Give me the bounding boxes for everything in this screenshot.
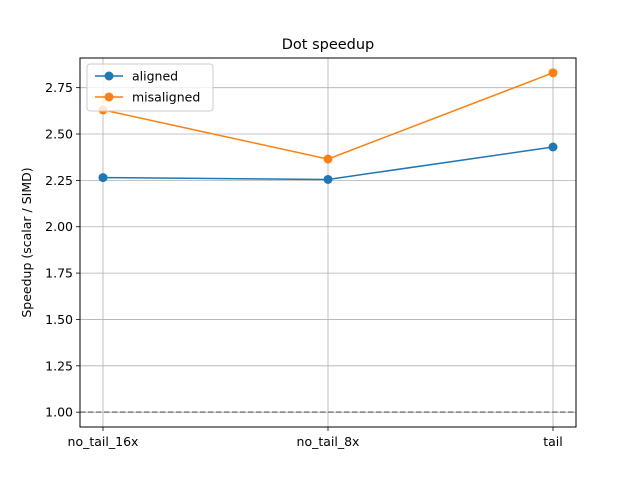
data-point — [323, 174, 333, 184]
legend-swatch-marker — [104, 71, 114, 81]
y-tick-label: 2.25 — [45, 173, 73, 188]
data-point — [548, 142, 558, 152]
y-tick-label: 2.50 — [45, 127, 73, 142]
legend: aligned misaligned — [86, 63, 214, 112]
y-axis: 1.00 1.25 1.50 1.75 2.00 2.25 2.50 2.75 — [45, 80, 80, 420]
x-tick-label: no_tail_16x — [68, 434, 139, 449]
legend-label: misaligned — [132, 90, 200, 105]
series-aligned — [98, 142, 558, 184]
data-point — [98, 173, 108, 183]
y-tick-label: 1.75 — [45, 266, 73, 281]
chart-title: Dot speedup — [282, 37, 375, 53]
y-tick-label: 1.00 — [45, 405, 73, 420]
y-tick-label: 2.75 — [45, 80, 73, 95]
y-axis-label: Speedup (scalar / SIMD) — [19, 167, 34, 317]
x-tick-label: no_tail_8x — [297, 434, 360, 449]
x-axis: no_tail_16x no_tail_8x tail — [68, 427, 563, 449]
y-tick-label: 1.25 — [45, 358, 73, 373]
legend-item-aligned: aligned — [95, 69, 178, 84]
data-point — [323, 154, 333, 164]
x-tick-label: tail — [543, 434, 563, 449]
legend-item-misaligned: misaligned — [95, 90, 200, 105]
y-tick-label: 1.50 — [45, 312, 73, 327]
y-tick-label: 2.00 — [45, 219, 73, 234]
legend-label: aligned — [132, 69, 178, 84]
data-point — [548, 68, 558, 78]
grid — [80, 58, 576, 427]
legend-swatch-marker — [104, 92, 114, 102]
